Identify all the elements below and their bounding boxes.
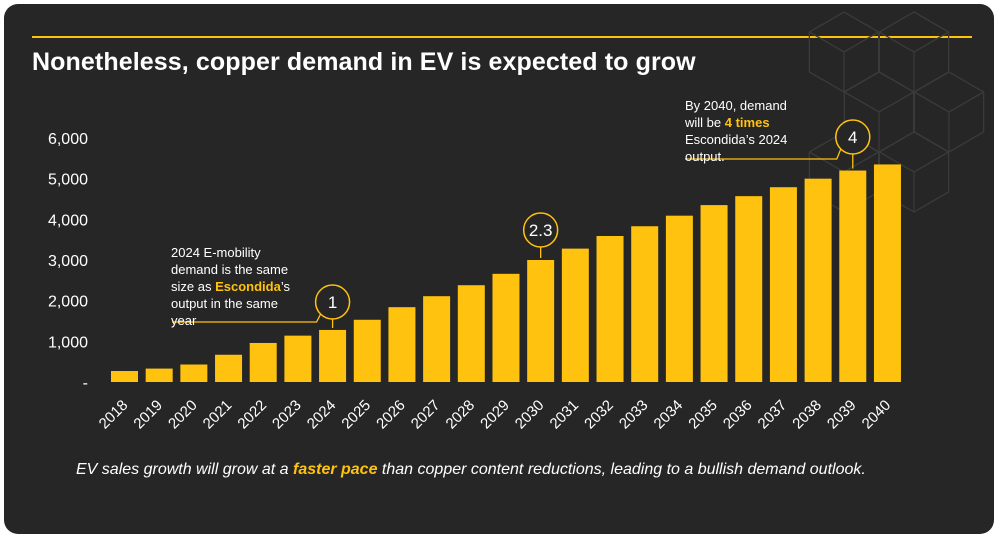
x-tick-label: 2040 [859,397,895,433]
x-tick-label: 2023 [269,397,305,433]
bar-2040 [873,164,901,382]
bar-2023 [284,335,312,382]
bar-2037 [769,187,797,382]
bar-2035 [700,205,728,382]
x-tick-label: 2022 [234,397,270,433]
bar-chart: - 1,000 2,000 3,000 4,000 5,000 6,000 2018 2019… [48,11,985,433]
annotation-2024-line1: 2024 E-mobility [171,245,261,260]
bar-2025 [353,319,381,382]
marker-leader-2039 [685,148,842,160]
annotation-2040-line2-pre: will be [685,115,725,130]
bar-2022 [249,342,277,382]
escondida-highlight: Escondida [215,279,281,294]
marker-circle-2039 [835,119,871,155]
y-tick-label: 5,000 [48,172,88,189]
y-tick-label: - [83,375,88,392]
x-tick-label: 2035 [685,397,721,433]
x-tick-label: 2030 [512,397,548,433]
cube-edge [809,31,879,53]
y-tick-label: 1,000 [48,334,88,351]
footer-note: EV sales growth will grow at a faster pa… [76,459,916,481]
bar-2029 [492,273,520,382]
x-tick-label: 2033 [616,397,652,433]
x-tick-label: 2024 [304,397,340,433]
bar-2038 [804,178,832,382]
x-tick-label: 2029 [477,397,513,433]
y-tick-label: 6,000 [48,131,88,148]
annotation-2024-line3: size as Escondida’s [171,278,321,295]
marker-circle-2024 [314,284,351,320]
marker-label-2030: 2.3 [529,221,553,240]
annotation-2040-line3: Escondida’s 2024 [685,132,788,147]
annotation-2040-line4: output. [685,149,725,164]
x-tick-label: 2028 [443,397,479,433]
x-tick-label: 2036 [720,397,756,433]
annotation-2024-line4: output in the same [171,296,278,311]
bar-2033 [631,226,659,382]
cube-edge [844,91,914,113]
bar-2027 [423,296,451,382]
x-tick-label: 2020 [165,397,201,433]
x-tick-label: 2021 [200,397,236,433]
x-tick-label: 2018 [96,397,132,433]
page-title: Nonetheless, copper demand in EV is expe… [32,48,696,76]
x-tick-label: 2025 [338,397,374,433]
x-tick-label: 2034 [651,397,687,433]
footer-part1: EV sales growth will grow at a [76,461,293,478]
bar-2032 [596,236,624,382]
y-tick-label: 4,000 [48,212,88,229]
annotation-2024-line3-post: ’s [280,279,290,294]
x-tick-label: 2039 [824,397,860,433]
marker-label-2039: 4 [848,128,857,147]
four-times-highlight: 4 times [724,115,770,130]
x-tick-label: 2031 [547,397,583,433]
annotation-2024-line5: year [171,313,197,328]
bar-2030 [527,260,555,382]
x-tick-label: 2037 [755,397,791,433]
x-tick-label: 2019 [130,397,166,433]
footer-part2: than copper content reductions, leading … [377,461,866,478]
marker-circle-2030 [522,212,559,248]
annotation-2024-line2: demand is the same [171,262,289,277]
x-tick-label: 2027 [408,397,444,433]
bar-2020 [180,364,208,382]
annotation-2024: 2024 E-mobility demand is the same size … [171,244,321,329]
faster-pace-highlight: faster pace [292,461,378,478]
x-tick-label: 2032 [581,397,617,433]
annotation-2040: By 2040, demand will be 4 times Escondid… [685,97,825,165]
bar-2018 [111,371,138,382]
bar-2021 [215,354,243,382]
x-tick-label: 2038 [789,397,825,433]
y-tick-label: 3,000 [48,253,88,270]
marker-leader-2024 [172,313,322,323]
bar-2028 [457,285,485,382]
cube-edge [914,91,984,113]
cube-edge [879,31,949,53]
bar-2024 [319,329,347,382]
bar-2026 [388,307,416,382]
bar-2019 [145,368,173,382]
x-tick-label: 2026 [373,397,409,433]
y-tick-label: 2,000 [48,294,88,311]
bar-2039 [839,170,867,382]
top-divider [32,36,972,38]
bar-2034 [665,215,693,382]
annotation-2040-line1: By 2040, demand [685,98,787,113]
annotation-2024-line3-pre: size as [171,279,216,294]
marker-label-2024: 1 [328,293,337,312]
bar-2036 [735,196,763,382]
annotation-2040-line2: will be 4 times [685,114,825,131]
bar-2031 [561,248,589,382]
chart-card: Nonetheless, copper demand in EV is expe… [4,4,994,534]
